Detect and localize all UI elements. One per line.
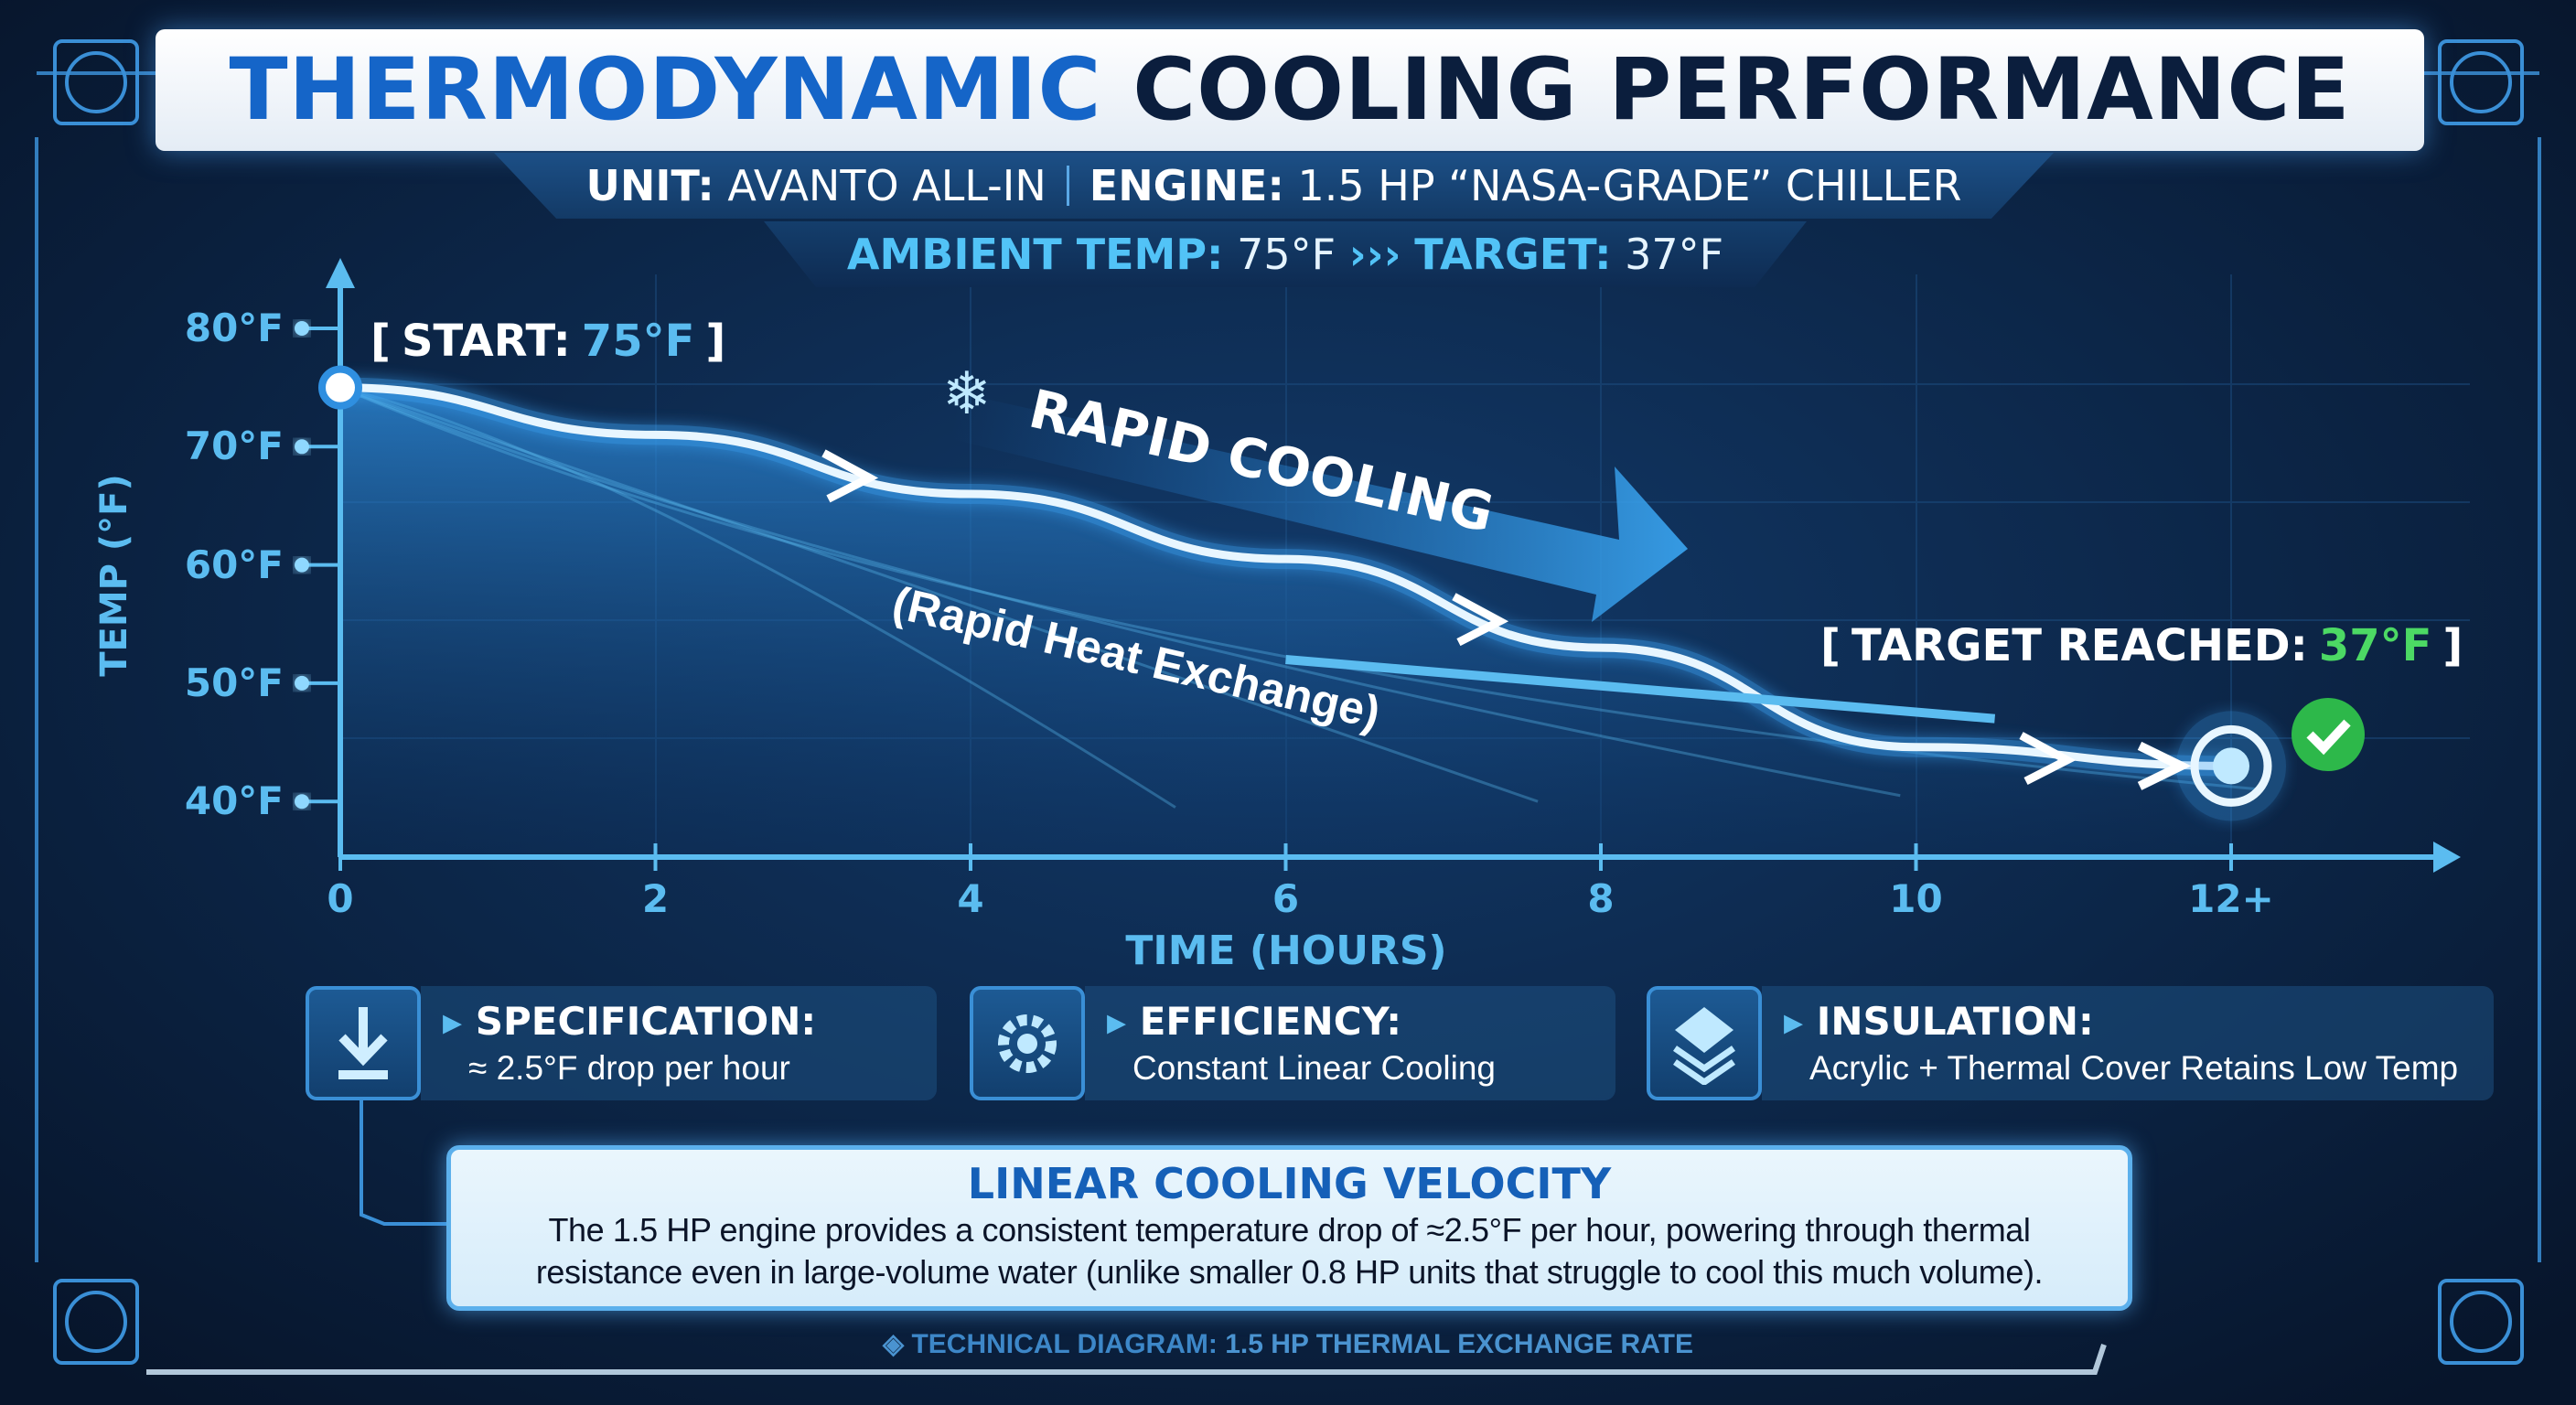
x-tick-label: 2	[641, 876, 670, 921]
cooling-curve-trace	[339, 386, 1901, 798]
footer-caption: ◈ TECHNICAL DIAGRAM: 1.5 HP THERMAL EXCH…	[883, 1329, 1693, 1359]
cooling-curve-trace	[339, 386, 1539, 803]
annotation-bracket-open: [	[1820, 620, 1841, 671]
unit-engine-bar: UNIT: AVANTO ALL-IN ENGINE: 1.5 HP “NASA…	[494, 153, 2054, 219]
annotation-value: 75°F	[581, 316, 695, 367]
layers-icon	[1647, 986, 1762, 1100]
annotation-label: START:	[401, 316, 571, 367]
y-tick-dot	[295, 794, 309, 810]
y-axis-arrow-icon	[326, 258, 355, 288]
y-tick-label: 80°F	[184, 306, 284, 350]
x-axis-title: TIME (HOURS)	[1125, 928, 1447, 974]
heat-exchange-arrow	[1285, 655, 1996, 724]
x-tick-label: 6	[1272, 876, 1300, 921]
x-axis-arrow-icon	[2433, 842, 2461, 873]
cube-icon: ◈	[883, 1329, 912, 1359]
x-tick-label: 4	[957, 876, 984, 921]
start-annotation: [START: 75°F]	[370, 316, 736, 367]
direction-arrow-icon	[1452, 593, 1509, 647]
check-mark-icon	[2306, 719, 2351, 756]
y-tick-label: 70°F	[184, 424, 284, 469]
info-box: LINEAR COOLING VELOCITY The 1.5 HP engin…	[446, 1145, 2132, 1311]
x-tick-label: 0	[327, 876, 354, 921]
cooling-area	[340, 387, 2231, 857]
x-tick-label: 8	[1587, 876, 1615, 921]
rapid-cooling-arrow	[951, 393, 1688, 622]
download-arrow-icon	[306, 986, 421, 1100]
card-insulation: INSULATION:Acrylic + Thermal Cover Retai…	[1647, 986, 2494, 1100]
y-axis-title: TEMP (°F)	[93, 474, 135, 677]
ambient-target-bar: AMBIENT TEMP: 75°F ››› TARGET: 37°F	[764, 221, 1807, 287]
snowflake-icon: ❄	[942, 360, 992, 426]
annotation-bracket-close: ]	[705, 316, 726, 367]
annotation-value: 37°F	[2318, 620, 2432, 671]
target-point	[2190, 724, 2272, 807]
y-tick-label: 60°F	[184, 542, 284, 587]
card-efficiency: EFFICIENCY:Constant Linear Cooling	[970, 986, 1615, 1100]
fan-icon	[53, 39, 2524, 1365]
annotation-label: TARGET REACHED:	[1851, 620, 2308, 671]
direction-arrow-icon	[821, 449, 879, 503]
cooling-curve-trace	[339, 386, 1176, 809]
page-title: THERMODYNAMIC COOLING PERFORMANCE	[229, 40, 2351, 140]
check-icon	[2292, 698, 2365, 771]
start-point	[318, 365, 362, 410]
x-tick-label: 10	[1889, 876, 1943, 921]
divider	[1066, 166, 1069, 206]
x-tick-label: 12+	[2188, 876, 2274, 921]
direction-arrow-icon	[2019, 732, 2077, 786]
y-tick-dot	[295, 321, 309, 336]
gear-wrench-icon	[970, 986, 1085, 1100]
y-tick-dot	[295, 675, 309, 691]
target-arrow-icon	[2137, 741, 2192, 790]
target-annotation: [TARGET REACHED: 37°F]	[1820, 620, 2474, 671]
annotation-bracket-open: [	[370, 316, 391, 367]
series-line	[339, 383, 2232, 770]
connector-line	[360, 1100, 457, 1226]
card-specification: SPECIFICATION:≈ 2.5°F drop per hour	[306, 986, 937, 1100]
y-tick-dot	[295, 439, 309, 455]
target-point-core	[2213, 747, 2249, 785]
y-tick-dot	[295, 557, 309, 573]
annotation-bracket-close: ]	[2442, 620, 2463, 671]
title-banner: THERMODYNAMIC COOLING PERFORMANCE	[156, 29, 2424, 151]
y-tick-label: 40°F	[184, 778, 284, 824]
y-tick-label: 50°F	[184, 660, 284, 705]
